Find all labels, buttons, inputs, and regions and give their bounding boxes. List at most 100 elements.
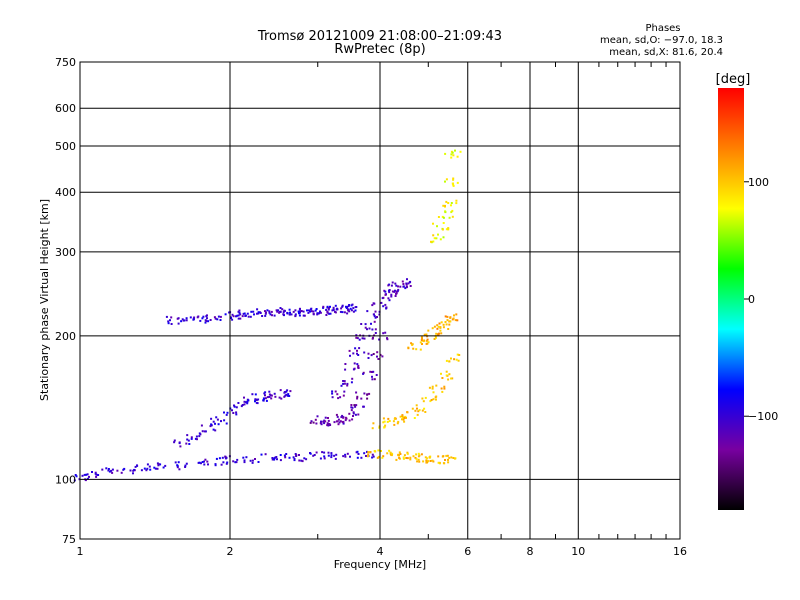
data-point (425, 461, 428, 464)
data-point (388, 291, 391, 294)
data-point (170, 316, 173, 319)
data-point (110, 469, 113, 472)
data-point (401, 416, 404, 419)
y-tick-label: 750 (55, 56, 76, 69)
data-point (351, 406, 354, 409)
data-point (276, 310, 279, 313)
data-point (452, 184, 455, 187)
data-point (246, 312, 249, 315)
data-point (442, 204, 445, 207)
data-point (356, 337, 359, 340)
data-point (111, 471, 114, 474)
x-axis-label: Frequency [MHz] (334, 558, 426, 571)
data-point (356, 456, 359, 459)
data-point (445, 370, 448, 373)
data-point (268, 393, 271, 396)
data-point (271, 457, 274, 459)
data-point (442, 326, 445, 329)
data-point (266, 396, 269, 399)
data-point (348, 349, 351, 352)
data-point (302, 314, 305, 317)
data-point (84, 479, 87, 482)
data-point (204, 458, 207, 461)
data-point (75, 475, 78, 478)
data-point (236, 314, 239, 317)
data-point (326, 305, 329, 308)
data-point (264, 314, 267, 317)
data-point (279, 307, 282, 309)
data-point (352, 412, 355, 415)
data-point (316, 415, 319, 418)
data-point (452, 178, 455, 181)
data-point (418, 454, 421, 457)
data-point (447, 328, 450, 330)
data-point (441, 390, 444, 393)
data-point (360, 323, 363, 325)
data-point (360, 456, 363, 459)
data-point (356, 349, 358, 352)
data-point (214, 422, 216, 425)
data-point (209, 425, 212, 428)
data-point (176, 465, 179, 467)
data-point (357, 366, 360, 369)
data-point (140, 469, 143, 472)
data-point (314, 418, 317, 421)
data-point (246, 400, 249, 403)
data-point (294, 453, 297, 455)
data-point (384, 424, 387, 427)
data-point (437, 233, 439, 236)
data-point (220, 420, 222, 423)
data-point (382, 417, 385, 420)
data-point (448, 323, 451, 326)
data-point (450, 357, 452, 360)
data-point (159, 463, 162, 466)
data-point (390, 454, 393, 457)
data-point (330, 454, 333, 457)
data-point (355, 306, 358, 308)
data-point (301, 460, 304, 463)
data-point (358, 347, 361, 350)
data-point (298, 454, 300, 456)
data-point (214, 429, 217, 432)
data-point (349, 354, 351, 357)
data-point (431, 387, 434, 390)
data-point (257, 312, 260, 315)
data-point (421, 397, 424, 400)
data-point (204, 321, 207, 324)
data-point (279, 454, 282, 456)
data-point (331, 309, 334, 312)
data-point (350, 406, 353, 409)
data-point (367, 357, 370, 359)
stats-heading: Phases (645, 23, 680, 34)
data-point (453, 358, 456, 361)
data-point (344, 455, 347, 458)
data-point (402, 285, 405, 288)
data-point (450, 456, 453, 459)
y-tick-label: 100 (55, 473, 76, 486)
data-point (361, 337, 364, 340)
data-point (81, 474, 84, 477)
data-point (332, 306, 335, 309)
data-point (395, 458, 398, 461)
data-point (217, 423, 220, 426)
y-tick-label: 400 (55, 186, 76, 199)
data-point (107, 469, 110, 472)
data-point (246, 402, 249, 405)
data-point (120, 471, 123, 474)
data-point (382, 421, 385, 424)
data-point (346, 306, 349, 308)
data-point (352, 415, 354, 417)
data-point (212, 420, 215, 423)
data-point (451, 215, 454, 218)
data-point (349, 307, 352, 310)
data-point (278, 311, 281, 314)
data-point (288, 395, 291, 397)
data-point (182, 319, 185, 322)
data-point (367, 453, 370, 456)
data-point (177, 317, 180, 320)
data-point (187, 439, 190, 442)
data-point (193, 316, 196, 319)
data-point (348, 310, 351, 313)
data-point (350, 309, 353, 312)
data-point (406, 452, 409, 455)
